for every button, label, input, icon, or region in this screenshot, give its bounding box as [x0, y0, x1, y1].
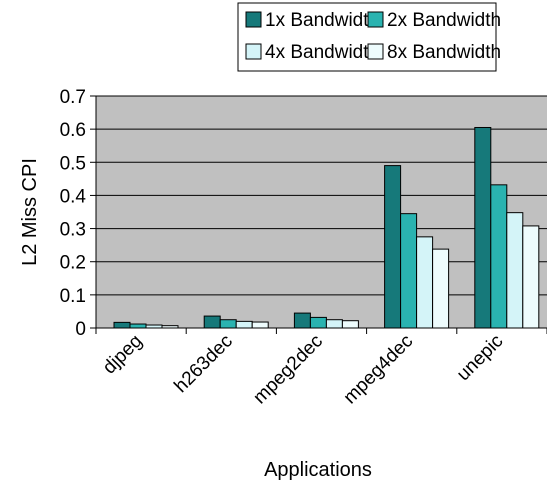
bar — [384, 165, 402, 329]
legend-swatch — [245, 43, 262, 60]
y-tick-label: 0.3 — [60, 220, 86, 241]
bar — [506, 212, 524, 329]
y-axis-label: L2 Miss CPI — [19, 158, 41, 266]
y-tick-label: 0.4 — [60, 186, 87, 207]
y-tick-label: 0.1 — [60, 286, 86, 307]
bar — [293, 312, 311, 329]
y-tick-label: 0.5 — [60, 153, 86, 174]
bar — [522, 225, 540, 329]
legend-label: 4x Bandwidth — [265, 42, 379, 63]
gridlines — [96, 95, 547, 296]
x-tick-label: h263dec — [170, 331, 236, 397]
plot-area — [96, 96, 547, 328]
x-axis-label: Applications — [264, 459, 372, 481]
legend: 1x Bandwidth 2x Bandwidth 4x Bandwidth 8x B… — [237, 2, 501, 72]
y-tick-label: 0.7 — [60, 87, 86, 108]
bar — [432, 248, 450, 329]
bar — [325, 319, 343, 329]
bar — [219, 319, 237, 329]
legend-label: 2x Bandwidth — [387, 10, 501, 31]
bar — [309, 316, 327, 329]
bar — [203, 315, 221, 329]
x-tick-label: mpeg4dec — [340, 331, 418, 409]
x-tick-label: djpeg — [99, 331, 147, 379]
x-tick-label: unepic — [453, 331, 507, 385]
bar — [341, 320, 359, 329]
legend-label: 1x Bandwidth — [265, 10, 379, 31]
bar — [490, 184, 508, 329]
legend-label: 8x Bandwidth — [387, 42, 501, 63]
x-tick-label: mpeg2dec — [249, 331, 327, 409]
bar — [416, 236, 434, 329]
bar — [474, 126, 492, 329]
y-tick-label: 0.2 — [60, 253, 86, 274]
y-tick-label: 0.6 — [60, 120, 86, 141]
y-tick-label: 0 — [75, 319, 86, 340]
bar — [113, 321, 131, 329]
legend-swatch — [367, 11, 384, 28]
bar — [400, 213, 418, 329]
x-ticks: djpeg h263dec mpeg2dec mpeg4dec unepic — [95, 328, 547, 409]
y-ticks: 0 0.1 0.2 0.3 0.4 0.5 0.6 0.7 — [60, 87, 96, 340]
legend-swatch — [367, 43, 384, 60]
bar — [251, 321, 269, 329]
bar — [235, 320, 253, 329]
bars — [113, 126, 540, 329]
legend-box — [237, 2, 497, 72]
bar — [129, 323, 147, 329]
legend-swatch — [245, 11, 262, 28]
